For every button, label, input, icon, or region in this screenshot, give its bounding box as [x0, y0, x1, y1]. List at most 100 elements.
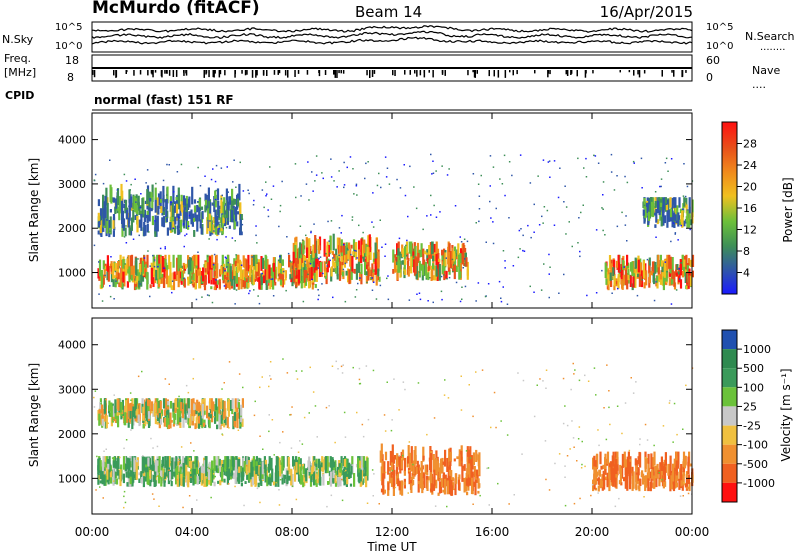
power-cell: [197, 251, 199, 253]
velocity-cell: [440, 478, 444, 488]
power-cell: [194, 272, 197, 290]
power-cell: [175, 196, 178, 201]
power-cell: [156, 254, 159, 269]
power-cell: [204, 175, 206, 177]
velocity-cell: [604, 457, 607, 473]
velocity-cell: [343, 466, 346, 472]
velocity-cell: [682, 467, 685, 473]
velocity-cell: [390, 462, 394, 471]
power-cell: [153, 262, 156, 274]
velocity-cell: [236, 472, 239, 479]
velocity-cell: [628, 461, 632, 479]
power-cell: [325, 252, 327, 255]
power-cell: [622, 260, 625, 270]
power-cell: [128, 205, 131, 221]
velocity-cell: [175, 456, 178, 466]
velocity-cell: [682, 461, 685, 465]
velocity-cell: [469, 457, 472, 459]
power-cell: [232, 181, 234, 183]
power-cell: [248, 192, 250, 195]
power-cell: [415, 272, 418, 278]
velocity-cell: [169, 412, 172, 429]
velocity-cell: [219, 479, 222, 486]
velocity-cell: [227, 474, 230, 478]
power-cell: [219, 217, 222, 224]
velocity-cell: [211, 460, 214, 470]
power-cell: [602, 194, 604, 196]
power-cell: [448, 243, 451, 259]
velocity-cell: [182, 506, 184, 509]
power-cell: [364, 177, 366, 180]
velocity-cell: [468, 459, 471, 478]
power-cell: [355, 263, 358, 280]
time-axis-label: Time UT: [366, 540, 417, 554]
velocity-cell: [154, 459, 157, 476]
velocity-cell: [330, 461, 333, 472]
power-cell: [480, 174, 482, 177]
power-cell: [241, 223, 244, 226]
velocity-cell: [689, 463, 692, 467]
power-cell: [157, 254, 160, 267]
velocity-cell: [158, 505, 160, 507]
velocity-cell: [213, 481, 216, 487]
velocity-cell: [99, 402, 102, 416]
velocity-cell: [382, 473, 385, 489]
velocity-cell: [468, 477, 472, 486]
nsearch-label: N.Search: [745, 30, 795, 43]
velocity-cell: [566, 455, 569, 457]
power-cell: [289, 260, 291, 262]
power-cell: [293, 264, 296, 283]
velocity-cell: [621, 453, 624, 468]
power-cell: [665, 157, 668, 160]
power-cell: [396, 269, 399, 281]
velocity-cell: [295, 370, 298, 372]
velocity-cell: [179, 467, 182, 479]
velocity-cell: [152, 447, 154, 449]
power-cell: [356, 257, 358, 259]
velocity-cell: [264, 474, 267, 483]
nave-mark: [409, 70, 411, 75]
velocity-cell: [134, 398, 137, 411]
velocity-cell: [114, 408, 117, 419]
power-cell: [414, 256, 417, 274]
power-cell: [188, 196, 191, 208]
velocity-cell: [390, 429, 393, 432]
velocity-cell: [190, 398, 193, 417]
velocity-cell: [158, 456, 161, 467]
velocity-cell: [130, 403, 133, 413]
nave-mark: [214, 70, 216, 74]
velocity-cell: [101, 462, 105, 480]
velocity-cell: [472, 415, 474, 418]
power-cell: [610, 275, 613, 287]
power-cell: [270, 267, 273, 280]
velocity-cell: [115, 472, 118, 479]
velocity-cell: [135, 398, 139, 413]
velocity-cell: [669, 455, 672, 472]
noise-trace: [91, 25, 693, 33]
power-cell: [166, 265, 169, 271]
power-cell: [372, 258, 376, 262]
power-cell: [410, 241, 413, 257]
velocity-cell: [244, 481, 247, 484]
power-cell: [616, 175, 618, 177]
velocity-cell: [261, 376, 263, 378]
power-cell: [152, 271, 155, 276]
power-cell: [209, 202, 212, 217]
velocity-cell: [259, 466, 262, 485]
power-cell: [568, 221, 570, 223]
velocity-cell: [156, 421, 159, 425]
velocity-cell: [383, 414, 386, 416]
power-cell: [677, 239, 679, 241]
power-cell: [355, 183, 358, 186]
power-cell: [270, 198, 273, 200]
velocity-cell: [410, 446, 413, 464]
power-cell: [624, 224, 627, 226]
power-cell: [235, 266, 238, 284]
power-cell: [440, 290, 443, 293]
power-cell: [227, 261, 229, 264]
velocity-cell: [214, 410, 217, 424]
power-cell: [219, 269, 222, 277]
velocity-cell: [433, 417, 436, 419]
velocity-cell: [107, 463, 110, 470]
power-cell: [172, 254, 175, 268]
